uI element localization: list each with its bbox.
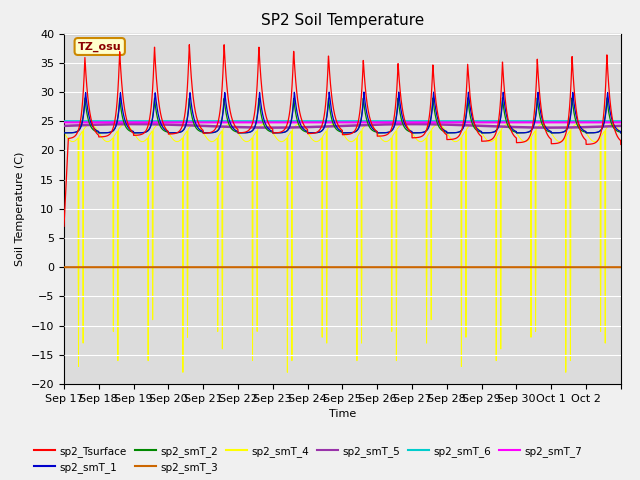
Text: TZ_osu: TZ_osu <box>78 41 122 52</box>
Y-axis label: Soil Temperature (C): Soil Temperature (C) <box>15 152 25 266</box>
Title: SP2 Soil Temperature: SP2 Soil Temperature <box>260 13 424 28</box>
Legend: sp2_Tsurface, sp2_smT_1, sp2_smT_2, sp2_smT_3, sp2_smT_4, sp2_smT_5, sp2_smT_6, : sp2_Tsurface, sp2_smT_1, sp2_smT_2, sp2_… <box>30 442 586 477</box>
X-axis label: Time: Time <box>329 409 356 419</box>
